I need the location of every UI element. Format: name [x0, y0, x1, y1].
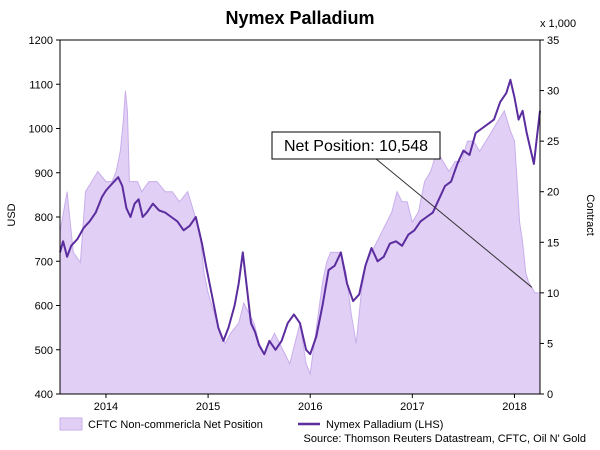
left-tick-label: 500 — [35, 345, 53, 357]
palladium-price-line — [59, 78, 541, 356]
right-tick-label: 5 — [547, 338, 553, 350]
callout-text: Net Position: 10,548 — [284, 138, 428, 155]
callout-box — [271, 131, 441, 160]
left-tick-label: 900 — [35, 168, 53, 180]
right-tick-label: 20 — [547, 187, 559, 199]
right-tick-label: 15 — [547, 237, 559, 249]
left-tick-label: 400 — [35, 389, 53, 401]
axes: 400 500 600 700 800 900 1000 1100 1200 0 5 10 15 20 25… — [29, 35, 560, 413]
left-tick-label: 1000 — [29, 124, 53, 136]
legend-swatch-net-position — [59, 417, 83, 431]
legend-label-palladium: Nymex Palladium (LHS) — [326, 419, 443, 431]
right-tick-label: 0 — [547, 389, 553, 401]
left-tick-label: 800 — [35, 212, 53, 224]
annotation: Net Position: 10,548 — [271, 131, 533, 288]
legend-label-net-position: CFTC Non-commericla Net Position — [88, 419, 263, 431]
x-tick-label: 2014 — [94, 401, 118, 413]
chart-title: Nymex Palladium — [225, 8, 374, 28]
right-tick-label: 10 — [547, 288, 559, 300]
right-tick-label: 25 — [547, 136, 559, 148]
x-tick-label: 2015 — [196, 401, 220, 413]
right-tick-label: 35 — [547, 35, 559, 47]
left-tick-label: 700 — [35, 256, 53, 268]
left-axis-label: USD — [6, 203, 18, 226]
legend: CFTC Non-commericla Net Position Nymex Pa… — [59, 417, 443, 431]
callout-leader-line — [375, 158, 533, 288]
left-tick-label: 1200 — [29, 35, 53, 47]
x-tick-label: 2016 — [298, 401, 322, 413]
x-tick-label: 2017 — [400, 401, 424, 413]
plot-area — [59, 78, 541, 395]
left-tick-label: 600 — [35, 301, 53, 313]
right-axis-label: Contract — [584, 194, 596, 236]
source-note: Source: Thomson Reuters Datastream, CFTC… — [304, 433, 587, 445]
left-tick-label: 1100 — [29, 79, 53, 91]
right-axis-unit: x 1,000 — [540, 18, 576, 30]
x-tick-label: 2018 — [502, 401, 526, 413]
right-tick-label: 30 — [547, 86, 559, 98]
